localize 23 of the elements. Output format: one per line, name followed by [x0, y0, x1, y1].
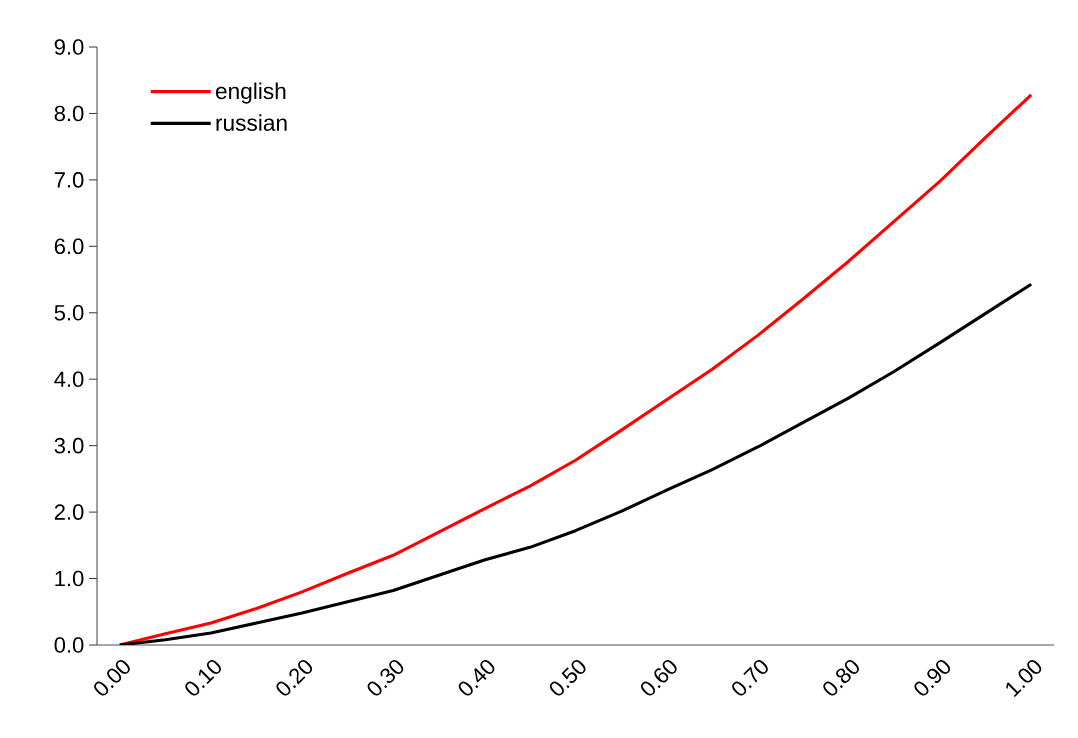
x-tick-label: 0.70	[732, 659, 768, 696]
y-tick-label: 2.0	[54, 504, 84, 520]
x-tick-label: 0.40	[458, 659, 495, 696]
y-tick-label: 9.0	[54, 39, 84, 55]
x-tick-label: 0.80	[823, 659, 859, 696]
legend-label: russian	[216, 114, 287, 131]
x-tick-label: 0.90	[914, 659, 951, 696]
x-tick-label: 0.60	[641, 659, 677, 696]
x-tick-label: 1.00	[1006, 659, 1042, 698]
x-tick-label: 0.30	[367, 659, 404, 696]
x-tick-label: 0.10	[185, 659, 221, 696]
y-tick-label: 8.0	[54, 105, 84, 122]
y-tick-label: 1.0	[55, 570, 84, 587]
y-tick-label: 4.0	[54, 371, 84, 387]
x-tick-label: 0.50	[549, 659, 586, 696]
y-tick-label: 3.0	[54, 437, 84, 454]
y-tick-label: 7.0	[54, 172, 84, 188]
x-tick-label: 0.00	[94, 659, 130, 696]
y-tick-label: 5.0	[54, 304, 84, 321]
x-tick-label: 0.20	[276, 659, 313, 696]
legend-label: english	[215, 82, 286, 104]
y-tick-label: 6.0	[54, 238, 84, 255]
y-tick-label: 0.0	[54, 637, 84, 653]
